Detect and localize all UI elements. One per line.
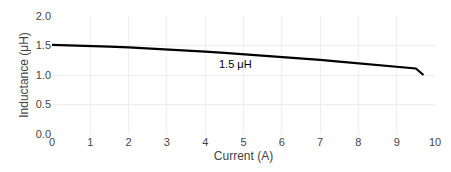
svg-text:1: 1 xyxy=(87,136,93,148)
svg-text:4: 4 xyxy=(202,136,208,148)
svg-text:7: 7 xyxy=(317,136,323,148)
svg-text:1.0: 1.0 xyxy=(36,69,51,81)
svg-text:2: 2 xyxy=(126,136,132,148)
svg-text:Inductance (μH): Inductance (μH) xyxy=(17,32,31,118)
svg-text:9: 9 xyxy=(394,136,400,148)
svg-text:6: 6 xyxy=(279,136,285,148)
svg-text:8: 8 xyxy=(355,136,361,148)
svg-text:0: 0 xyxy=(49,136,55,148)
svg-text:2.0: 2.0 xyxy=(36,10,51,22)
svg-text:1.5: 1.5 xyxy=(36,39,51,51)
svg-text:3: 3 xyxy=(164,136,170,148)
svg-text:5: 5 xyxy=(240,136,246,148)
svg-text:Current (A): Current (A) xyxy=(214,149,273,163)
svg-text:0.5: 0.5 xyxy=(36,98,51,110)
svg-text:0.0: 0.0 xyxy=(36,128,51,140)
svg-text:1.5 μH: 1.5 μH xyxy=(219,58,252,70)
svg-text:10: 10 xyxy=(429,136,441,148)
